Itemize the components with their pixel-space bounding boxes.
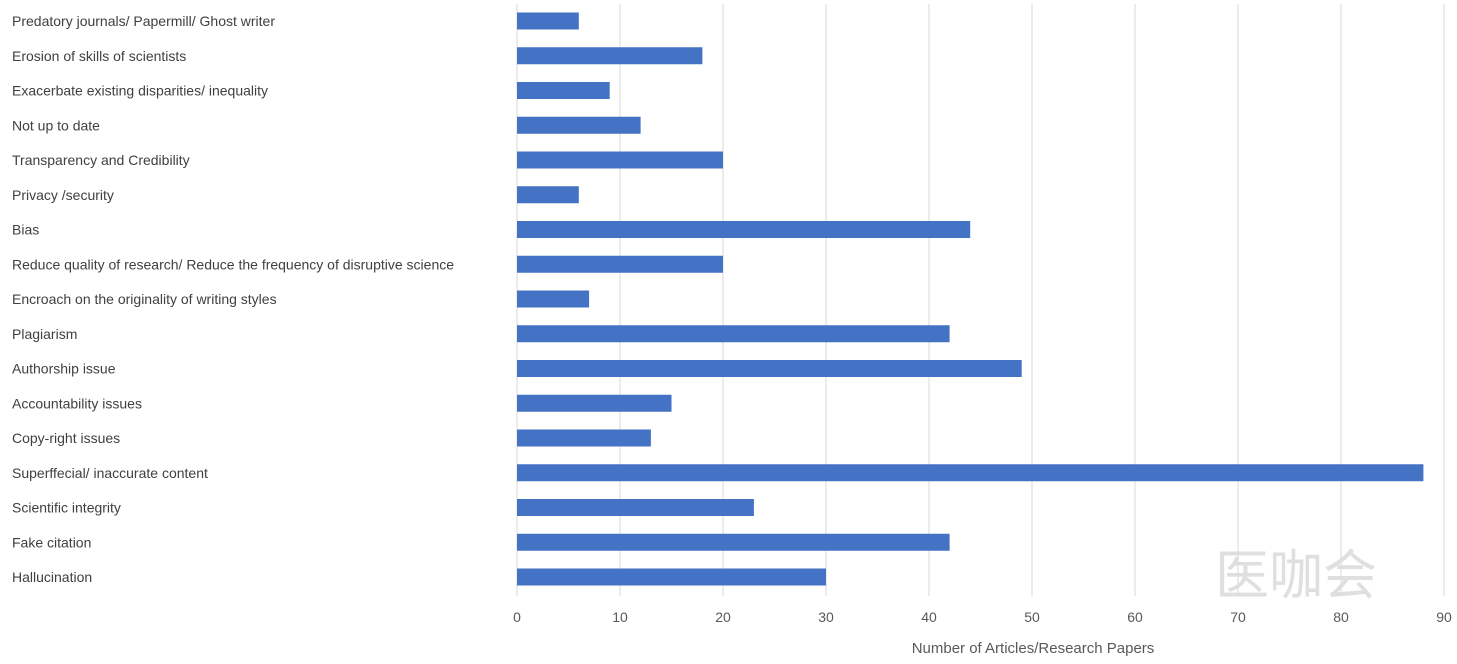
category-label: Encroach on the originality of writing s… xyxy=(12,291,277,307)
category-label: Exacerbate existing disparities/ inequal… xyxy=(12,83,268,99)
category-labels: Predatory journals/ Papermill/ Ghost wri… xyxy=(12,13,454,585)
bar xyxy=(517,360,1022,377)
bar xyxy=(517,429,651,447)
category-label: Reduce quality of research/ Reduce the f… xyxy=(12,256,454,272)
bar xyxy=(517,255,723,273)
bar xyxy=(517,290,590,308)
x-axis-title: Number of Articles/Research Papers xyxy=(912,640,1155,657)
bar xyxy=(517,221,971,238)
category-label: Fake citation xyxy=(12,534,91,550)
bar xyxy=(517,499,754,516)
bar xyxy=(517,394,672,412)
category-label: Transparency and Credibility xyxy=(12,152,190,168)
bar xyxy=(517,464,1424,482)
bar xyxy=(517,12,579,30)
category-label: Plagiarism xyxy=(12,326,77,342)
x-tick-label: 20 xyxy=(715,609,731,625)
bar xyxy=(517,325,950,343)
bar xyxy=(517,186,579,204)
bars xyxy=(517,12,1424,586)
x-tick-label: 60 xyxy=(1127,609,1143,625)
x-tick-labels: 0 10 20 30 40 50 60 70 80 90 xyxy=(513,609,1452,625)
category-label: Superffecial/ inaccurate content xyxy=(12,465,208,481)
category-label: Privacy /security xyxy=(12,187,114,203)
bar xyxy=(517,82,610,99)
category-label: Predatory journals/ Papermill/ Ghost wri… xyxy=(12,13,275,29)
category-label: Scientific integrity xyxy=(12,500,121,516)
gridlines xyxy=(516,4,1445,596)
bar xyxy=(517,533,950,551)
watermark: 医咖会 xyxy=(1215,544,1377,607)
bar xyxy=(517,568,826,586)
x-tick-label: 30 xyxy=(818,609,834,625)
category-label: Accountability issues xyxy=(12,395,142,411)
x-tick-label: 0 xyxy=(513,609,521,625)
category-label: Erosion of skills of scientists xyxy=(12,48,186,64)
category-label: Authorship issue xyxy=(12,361,116,377)
category-label: Copy-right issues xyxy=(12,430,120,446)
bar xyxy=(517,116,641,134)
x-tick-label: 70 xyxy=(1230,609,1246,625)
x-tick-label: 10 xyxy=(612,609,628,625)
x-tick-label: 40 xyxy=(921,609,937,625)
bar xyxy=(517,47,703,65)
category-label: Hallucination xyxy=(12,569,92,585)
category-label: Bias xyxy=(12,222,39,238)
x-tick-label: 80 xyxy=(1333,609,1349,625)
category-label: Not up to date xyxy=(12,117,100,133)
x-tick-label: 50 xyxy=(1024,609,1040,625)
bar xyxy=(517,151,723,169)
x-tick-label: 90 xyxy=(1436,609,1452,625)
watermark-text: 医咖会 xyxy=(1215,544,1377,607)
